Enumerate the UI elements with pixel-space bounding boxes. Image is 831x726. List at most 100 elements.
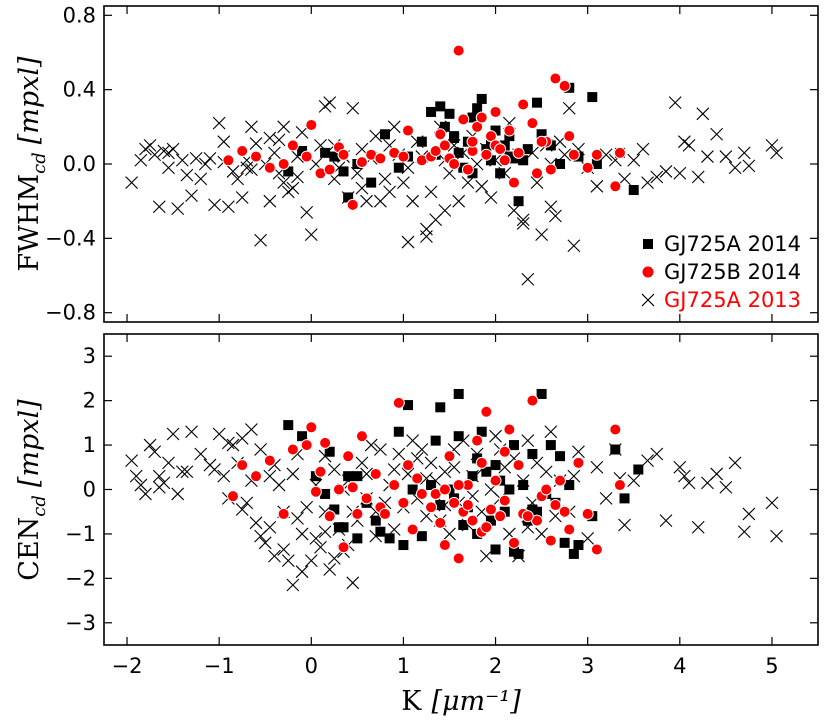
data-point-circle [406, 523, 419, 536]
legend-marker-square [643, 239, 653, 249]
data-point-x [770, 529, 783, 543]
data-point-square [481, 466, 492, 477]
data-point-square [458, 520, 469, 531]
data-point-square [426, 106, 437, 117]
data-point-x [535, 228, 549, 242]
data-point-square [283, 166, 294, 177]
data-point-circle [609, 423, 622, 436]
data-point-circle [286, 443, 299, 456]
data-point-circle [250, 470, 263, 483]
data-point-circle [503, 124, 516, 137]
data-point-circle [461, 163, 474, 176]
data-point-circle [558, 505, 571, 518]
data-point-x [217, 135, 231, 149]
data-point-circle [309, 485, 322, 498]
data-point-x [152, 469, 166, 483]
data-point-x [194, 447, 208, 461]
data-point-x [438, 465, 452, 479]
data-point-x [710, 467, 724, 481]
cen-panel: −3 −2 −1 0 1 2 3 −2 −1 0 1 2 3 4 5 [65, 333, 819, 678]
data-point-x [245, 423, 258, 436]
data-point-x [682, 476, 696, 490]
data-point-x [134, 478, 148, 492]
data-point-circle [494, 510, 507, 523]
data-point-square [518, 155, 529, 166]
data-point-circle [355, 430, 368, 443]
data-point-x [139, 487, 152, 501]
data-point-x [461, 176, 475, 189]
data-point-square [522, 144, 533, 155]
data-point-x [300, 205, 314, 219]
data-point-x [148, 445, 162, 459]
data-point-x [397, 176, 410, 189]
data-point-x [355, 181, 369, 195]
data-point-square [472, 453, 483, 464]
y-axis-label-unit: [mpxl] [14, 399, 45, 487]
data-point-square [453, 431, 464, 442]
y-axis-label-sub: cd [29, 152, 50, 174]
data-point-x [152, 200, 166, 214]
data-point-circle [461, 499, 474, 512]
data-point-x [728, 161, 742, 175]
data-point-x [254, 443, 268, 456]
x-tick-label: −1 [204, 654, 235, 678]
data-point-circle [498, 445, 511, 458]
data-point-x [355, 456, 369, 470]
data-point-x [212, 116, 226, 130]
data-point-circle [452, 479, 465, 492]
data-point-x [295, 126, 309, 139]
data-point-x [208, 463, 221, 476]
y-tick-label: −0.8 [45, 301, 96, 325]
data-point-square [384, 533, 395, 544]
data-point-x [148, 148, 162, 162]
x-tick-label: 4 [673, 654, 686, 678]
data-point-circle [613, 146, 626, 159]
data-point-x [572, 445, 585, 459]
data-point-x [143, 139, 157, 152]
data-point-square [518, 480, 529, 491]
data-point-x [152, 480, 166, 494]
data-point-square [297, 145, 308, 156]
data-point-square [324, 446, 335, 457]
data-point-x [558, 148, 572, 162]
data-point-circle [512, 146, 525, 159]
data-point-circle [397, 150, 410, 163]
data-point-x [742, 507, 756, 521]
data-point-circle [277, 158, 290, 170]
data-point-x [682, 139, 696, 152]
data-point-x [295, 527, 309, 541]
data-point-circle [402, 124, 415, 137]
data-point-square [379, 129, 390, 140]
data-point-x [226, 438, 240, 452]
data-point-square [338, 166, 349, 177]
data-point-square [393, 162, 404, 173]
data-point-x [479, 549, 493, 563]
data-point-circle [236, 144, 249, 157]
data-point-circle [222, 154, 235, 167]
data-point-x [443, 527, 456, 541]
y-tick-label: 3 [83, 344, 96, 368]
data-point-x [659, 165, 673, 178]
data-point-circle [526, 117, 539, 130]
data-point-x [765, 496, 779, 510]
data-point-circle [581, 507, 594, 520]
data-point-square [426, 480, 437, 491]
data-point-x [364, 438, 378, 452]
data-point-x [641, 454, 654, 468]
data-point-circle [438, 139, 451, 152]
data-point-x [447, 460, 461, 474]
y-axis-label-sub: cd [29, 495, 50, 517]
data-point-circle [332, 483, 345, 496]
data-point-x [240, 496, 254, 510]
data-point-circle [429, 144, 442, 157]
y-tick-label: −0.4 [45, 226, 96, 250]
data-point-square [513, 196, 524, 207]
data-point-square [555, 451, 566, 462]
data-point-square [536, 388, 547, 399]
data-point-square [587, 92, 598, 103]
data-point-circle [337, 148, 350, 161]
legend-label: GJ725B 2014 [664, 260, 801, 284]
data-point-square [591, 159, 602, 169]
data-point-square [352, 533, 363, 544]
data-point-x [208, 198, 221, 212]
